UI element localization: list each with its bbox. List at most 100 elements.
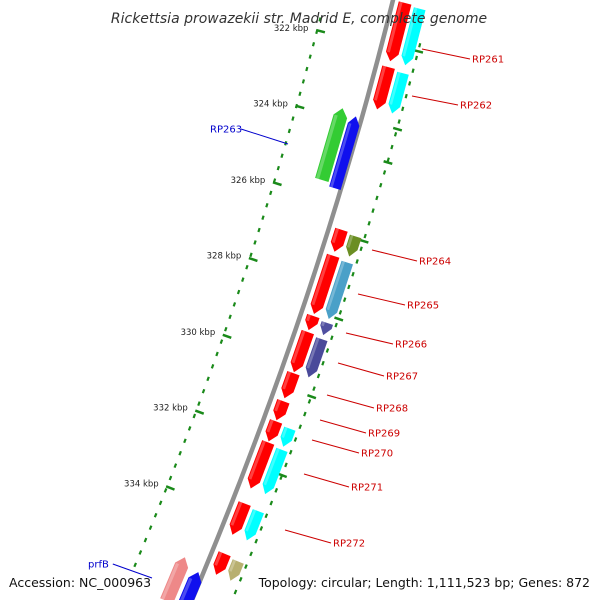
- label-leader-line: [337, 362, 385, 377]
- gene-label-rp262[interactable]: RP262: [460, 101, 492, 112]
- cds-reverse-prfB-blue: [178, 572, 202, 600]
- gene-label-rp268[interactable]: RP268: [376, 404, 408, 415]
- gene-label-rp266[interactable]: RP266: [395, 340, 427, 351]
- tick-dot: [351, 271, 355, 277]
- rna-forward-highlight: [281, 427, 288, 438]
- minor-tick: [383, 160, 393, 165]
- rna-forward: [346, 234, 362, 257]
- tick-dot: [241, 277, 245, 282]
- major-tick: [248, 256, 258, 263]
- rna-forward: [228, 559, 244, 581]
- cds-forward: [213, 551, 231, 575]
- tick-label: 322 kbp: [274, 24, 309, 34]
- gc-reverse-highlight: [316, 114, 338, 180]
- tick-dot: [334, 322, 338, 328]
- tick-dot: [316, 373, 321, 379]
- minor-tick: [359, 238, 369, 244]
- cds-forward-highlight: [374, 65, 387, 101]
- topology-text: Topology: circular; Length: 1,111,523 bp…: [258, 575, 590, 590]
- gene-label-rp263[interactable]: RP263: [210, 125, 242, 136]
- tick-dot: [359, 246, 363, 252]
- tick-dot: [414, 55, 418, 61]
- genome-backbone: [189, 0, 396, 600]
- tick-dot: [254, 538, 259, 544]
- tick-dot: [232, 302, 237, 307]
- cds-forward: [330, 227, 348, 252]
- tick-dot: [249, 252, 253, 258]
- tick-dot: [291, 116, 295, 121]
- tick-dot: [163, 488, 168, 493]
- rna-forward-highlight: [347, 234, 354, 248]
- rna-forward: [401, 7, 426, 66]
- rna-forward-highlight: [229, 559, 236, 572]
- tick-dot: [401, 106, 405, 112]
- cds-reverse-prfB-blue-highlight: [180, 577, 193, 600]
- tick-dot: [168, 475, 173, 481]
- tick-label: 328 kbp: [207, 252, 242, 262]
- rna-forward-highlight: [245, 509, 257, 532]
- label-leader-line: [311, 439, 360, 454]
- gene-label-prfb[interactable]: prfB: [88, 560, 109, 571]
- tick-dot: [264, 513, 269, 519]
- rna-forward-highlight: [306, 337, 320, 369]
- cds-forward-highlight: [282, 371, 292, 390]
- rna-forward-highlight: [321, 321, 326, 327]
- label-leader-line: [303, 473, 350, 488]
- tick-marks: 322 kbp 324 kbp 326 kbp 328 kbp 330 kbp 332 k…: [124, 24, 424, 491]
- tick-dot: [311, 42, 316, 47]
- tick-dot: [308, 54, 312, 59]
- rna-forward-highlight: [389, 71, 401, 105]
- rna-forward-highlight: [326, 261, 345, 311]
- rna-forward: [325, 260, 353, 319]
- tick-dot: [201, 388, 206, 394]
- cds-forward-highlight: [274, 399, 281, 412]
- map-title: Rickettsia prowazekii str. Madrid E, com…: [111, 11, 487, 27]
- label-leader-line: [345, 332, 394, 345]
- gene-label-rp271[interactable]: RP271: [351, 483, 383, 494]
- major-tick: [272, 181, 282, 187]
- label-leader-line: [357, 293, 406, 306]
- tick-dot: [397, 119, 401, 124]
- tick-dot: [318, 17, 322, 22]
- tick-dot: [347, 284, 351, 290]
- tick-dot: [408, 81, 412, 86]
- tick-dot: [418, 42, 422, 48]
- minor-tick: [392, 126, 403, 132]
- gene-label-rp261[interactable]: RP261: [472, 55, 504, 66]
- cds-reverse-prfB: [160, 557, 189, 600]
- label-leader-line: [421, 48, 471, 60]
- rna-forward-highlight: [402, 7, 418, 57]
- cds-forward: [305, 313, 320, 331]
- label-leader-line: [112, 563, 153, 579]
- gene-label-rp264[interactable]: RP264: [419, 257, 451, 268]
- label-leader-line: [240, 128, 289, 145]
- major-tick: [222, 333, 232, 339]
- tick-dot: [245, 264, 249, 270]
- cds-forward: [290, 329, 314, 373]
- gene-label-rp267[interactable]: RP267: [386, 372, 418, 383]
- cds-forward: [229, 501, 251, 535]
- tick-dot: [393, 131, 398, 137]
- gene-label-rp270[interactable]: RP270: [361, 449, 393, 460]
- gene-label-rp269[interactable]: RP269: [368, 429, 400, 440]
- tick-dot: [386, 157, 390, 163]
- gene-label-rp272[interactable]: RP272: [333, 539, 365, 550]
- tick-dot: [303, 411, 307, 417]
- major-tick: [165, 485, 175, 491]
- tick-dot: [298, 424, 302, 430]
- tick-dot: [371, 208, 375, 213]
- accession-text: Accession: NC_000963: [9, 575, 151, 590]
- tick-dot: [178, 450, 182, 456]
- tick-dot: [301, 79, 306, 84]
- tick-dot: [382, 170, 387, 175]
- gene-label-rp265[interactable]: RP265: [407, 301, 439, 312]
- tick-label: 334 kbp: [124, 479, 159, 489]
- tick-dot: [411, 68, 415, 74]
- tick-dot: [197, 401, 201, 406]
- tick-dot: [148, 525, 153, 531]
- rna-forward: [388, 71, 409, 114]
- tick-dot: [215, 351, 219, 357]
- tick-dot: [375, 195, 379, 201]
- tick-dot: [133, 562, 138, 568]
